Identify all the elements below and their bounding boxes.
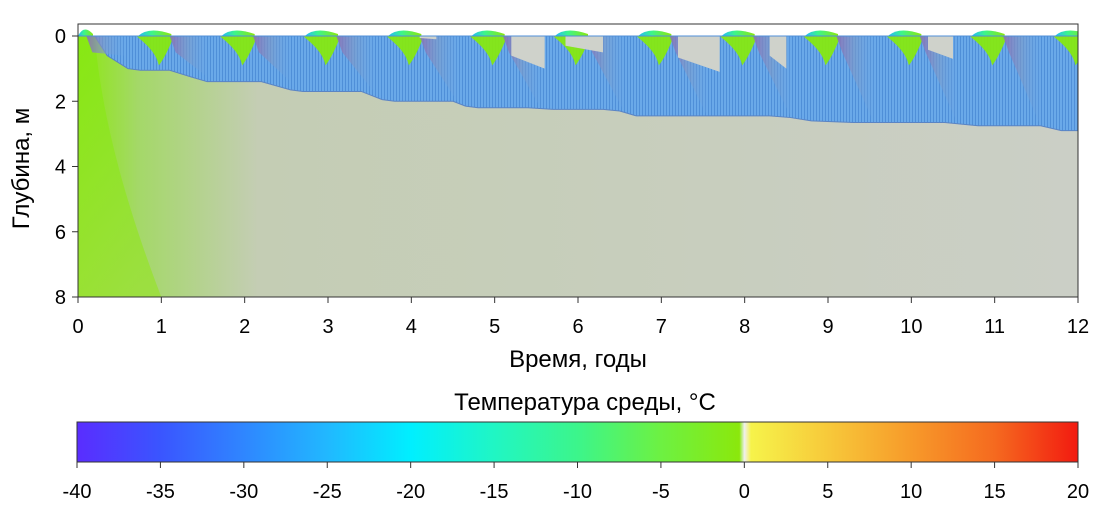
colorbar-tick-label: 20 [1067, 481, 1089, 503]
summer-thaw-cone [1053, 36, 1078, 66]
summer-thaw-cone [803, 36, 841, 66]
thaw-pocket [511, 36, 545, 69]
colorbar-tick-label: -35 [146, 481, 175, 503]
summer-thaw-cone [469, 36, 508, 66]
x-tick-label: 3 [322, 316, 333, 338]
winter-freeze-fan [253, 36, 291, 82]
colorbar-tick-label: -25 [313, 481, 342, 503]
x-tick-label: 1 [156, 316, 167, 338]
winter-freeze-fan [586, 36, 624, 112]
colorbar [76, 421, 1079, 463]
colorbar-title: Температура среды, °C [454, 389, 716, 416]
heatmap-plot [78, 24, 1078, 297]
surface-temperature-cap [304, 30, 338, 36]
x-tick-label: 6 [572, 316, 583, 338]
y-tick-label: 6 [55, 222, 66, 244]
thaw-pocket [678, 36, 720, 72]
surface-temperature-cap [471, 30, 505, 36]
colorbar-tick-label: 10 [900, 481, 922, 503]
y-tick-label: 2 [55, 91, 66, 113]
summer-thaw-cone [386, 36, 424, 66]
colorbar-tick-label: -30 [229, 481, 258, 503]
surface-temperature-cap [554, 30, 588, 36]
winter-freeze-fan [419, 36, 458, 102]
surface-temperature-cap [388, 30, 422, 36]
surface-temperature-cap [721, 30, 755, 36]
colorbar-tick-label: -15 [480, 481, 509, 503]
surface-temperature-cap [78, 29, 93, 36]
x-tick-label: 11 [984, 316, 1005, 338]
surface-temperature-cap [1054, 30, 1078, 36]
x-tick-label: 8 [739, 316, 750, 338]
initial-cold-wedge [78, 36, 162, 297]
surface-temperature-cap [971, 30, 1005, 36]
colorbar-tick-label: -40 [63, 481, 92, 503]
thaw-pocket [419, 36, 437, 40]
colorbar-tick-label: -20 [396, 481, 425, 503]
winter-freeze-fan [836, 36, 874, 123]
colorbar-tick-label: 0 [739, 481, 750, 503]
surface-temperature-cap [138, 30, 172, 36]
x-tick-label: 4 [406, 316, 417, 338]
surface-temperature-cap [804, 30, 838, 36]
y-tick-label: 8 [55, 287, 66, 309]
winter-freeze-fan [1003, 36, 1041, 126]
x-axis-label: Время, годы [509, 346, 647, 373]
y-axis-label: Глубина, м [8, 108, 35, 230]
thaw-boundary-line [94, 35, 1078, 132]
colorbar-tick-label: -10 [563, 481, 592, 503]
winter-freeze-fan [86, 36, 124, 56]
surface-temperature-cap [888, 30, 922, 36]
summer-thaw-cone [219, 36, 258, 66]
thawed-layer [94, 36, 1078, 131]
colorbar-tick-label: -5 [652, 481, 670, 503]
surface-temperature-cap [221, 30, 255, 36]
y-tick-label: 4 [55, 157, 66, 179]
x-tick-label: 12 [1067, 316, 1089, 338]
winter-freeze-fan [336, 36, 374, 92]
winter-freeze-fan [919, 36, 958, 123]
colorbar-tick-label: 5 [822, 481, 833, 503]
x-tick-label: 9 [822, 316, 833, 338]
x-tick-label: 2 [239, 316, 250, 338]
x-tick-label: 0 [72, 316, 83, 338]
thaw-pocket [769, 36, 787, 69]
y-tick-label: 0 [55, 26, 66, 48]
summer-thaw-cone [136, 36, 174, 66]
x-tick-label: 5 [489, 316, 500, 338]
winter-freeze-fan [169, 36, 208, 77]
x-axis: 0 1 2 3 4 5 6 7 8 9 10 11 12 [72, 297, 1089, 338]
summer-thaw-cone [886, 36, 924, 66]
thaw-pocket [565, 36, 603, 53]
summer-thaw-cone [719, 36, 758, 66]
thaw-pocket [928, 36, 953, 59]
summer-thaw-cone [969, 36, 1008, 66]
x-tick-label: 10 [900, 316, 922, 338]
colorbar-axis: -40 -35 -30 -25 -20 -15 -10 -5 0 5 10 15 20 [63, 462, 1089, 503]
summer-thaw-cone [303, 36, 341, 66]
y-axis: 0 2 4 6 8 [55, 26, 78, 309]
surface-temperature-cap [638, 30, 672, 36]
summer-thaw-cone [636, 36, 674, 66]
colorbar-tick-label: 15 [983, 481, 1005, 503]
x-tick-label: 7 [656, 316, 667, 338]
